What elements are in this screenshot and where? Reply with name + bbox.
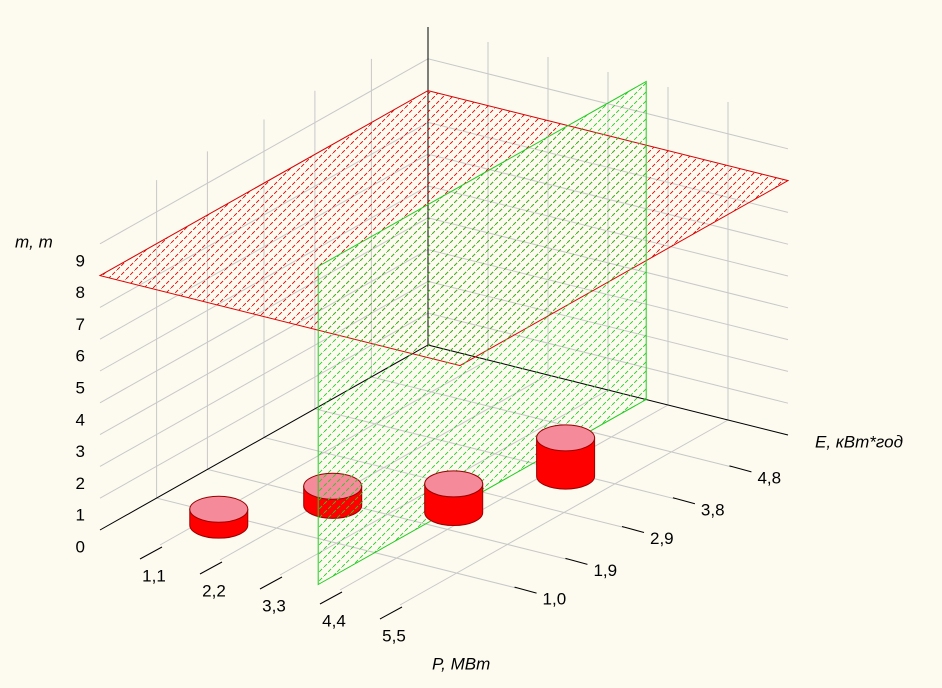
z-axis-title: m, т [15,232,53,251]
x-tick-label: 2,2 [202,581,226,600]
x-tick-label: 5,5 [382,626,406,645]
cylinder-side [536,437,596,490]
cylinder-top [424,470,484,498]
z-tick-label: 0 [76,537,85,556]
x-tick [139,546,163,560]
cylinder-top [189,495,249,523]
y-axis-title: E, кВт*год [815,432,903,451]
y-tick-label: 1,9 [593,561,617,580]
y-tick [514,586,537,594]
z-tick-label: 2 [76,474,85,493]
z-tick-label: 1 [76,506,85,525]
z-tick-label: 9 [76,251,85,270]
x-tick-label: 4,4 [322,611,346,630]
y-tick [565,557,588,565]
z-tick-label: 5 [76,378,85,397]
z-tick-label: 3 [76,442,85,461]
y-tick-label: 4,8 [757,468,781,487]
y-tick-label: 3,8 [701,500,725,519]
x-tick [199,561,223,575]
x-axis-title: P, МВт [432,654,490,673]
y-tick-label: 2,9 [650,529,674,548]
z-tick-label: 7 [76,315,85,334]
y-tick [672,497,696,505]
y-tick [621,526,645,533]
z-tick-label: 8 [76,283,85,302]
x-tick [379,606,403,620]
x-tick [259,576,283,590]
cylinder-top [536,424,596,452]
x-tick-label: 1,1 [142,566,166,585]
z-tick-label: 6 [76,347,85,366]
x-tick [319,591,343,605]
y-tick-label: 1,0 [543,590,567,609]
z-tick-label: 4 [76,410,85,429]
y-tick [729,465,752,473]
x-tick-label: 3,3 [262,596,286,615]
